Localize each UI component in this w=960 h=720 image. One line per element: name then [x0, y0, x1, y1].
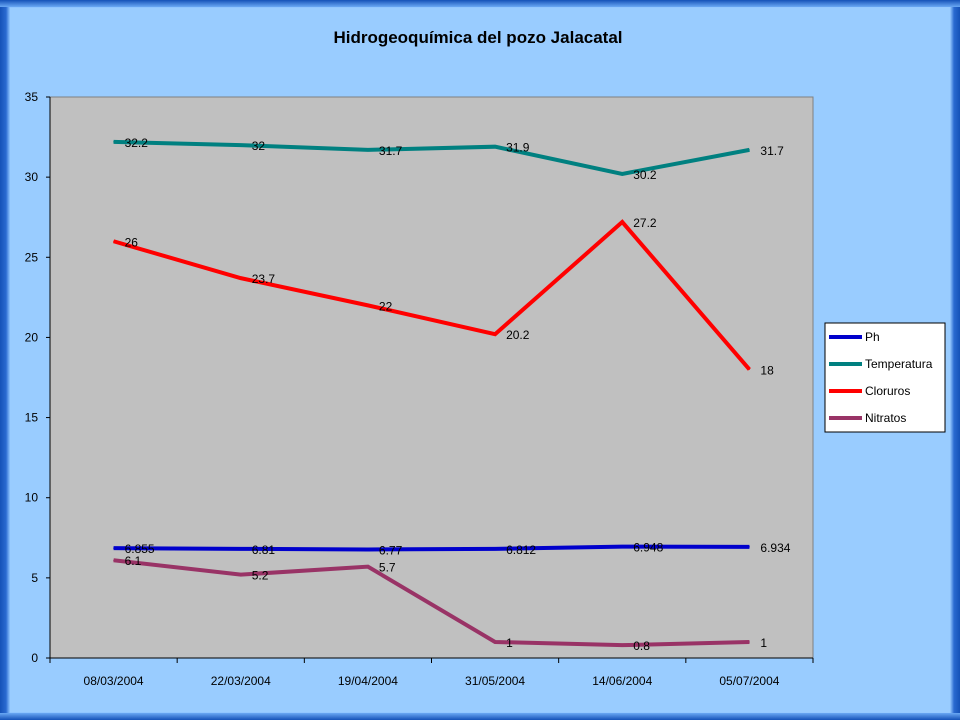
data-point	[113, 240, 115, 242]
data-label: 5.2	[252, 569, 269, 583]
data-point	[113, 559, 115, 561]
data-label: 30.2	[633, 168, 657, 182]
legend-label: Nitratos	[865, 411, 906, 425]
data-point	[240, 574, 242, 576]
data-label: 27.2	[633, 216, 657, 230]
data-label: 20.2	[506, 328, 530, 342]
data-point	[240, 277, 242, 279]
data-label: 23.7	[252, 272, 276, 286]
data-point	[240, 144, 242, 146]
legend-label: Ph	[865, 330, 880, 344]
data-point	[367, 566, 369, 568]
data-point	[367, 149, 369, 151]
data-point	[621, 644, 623, 646]
data-point	[621, 221, 623, 223]
series-line-temperatura	[113, 139, 750, 176]
x-tick-label: 31/05/2004	[465, 674, 525, 688]
legend: Ph Temperatura Cloruros Nitratos	[824, 322, 946, 433]
x-tick-label: 05/07/2004	[719, 674, 779, 688]
data-point	[367, 304, 369, 306]
x-tick-label: 19/04/2004	[338, 674, 398, 688]
data-label: 6.948	[633, 541, 663, 555]
data-label: 6.855	[125, 542, 155, 556]
data-label: 32.2	[125, 136, 149, 150]
legend-box	[824, 322, 946, 433]
legend-label: Cloruros	[865, 384, 910, 398]
data-label: 6.934	[760, 541, 790, 555]
series-line-cloruros	[113, 219, 751, 371]
data-point	[367, 548, 369, 550]
y-axis: 0 5 10 15 20 25 30 35	[25, 90, 51, 665]
y-tick-label: 25	[25, 250, 39, 264]
series-line-nitratos	[113, 558, 750, 648]
data-label: 32	[252, 139, 266, 153]
y-tick-label: 0	[31, 651, 38, 665]
data-label: 1	[760, 636, 767, 650]
data-label: 31.7	[760, 144, 784, 158]
data-label: 6.77	[379, 543, 403, 557]
data-point	[748, 368, 750, 370]
data-point	[748, 641, 750, 643]
data-label: 22	[379, 299, 393, 313]
data-point	[494, 641, 496, 643]
data-label: 1	[506, 636, 513, 650]
data-label: 6.812	[506, 543, 536, 557]
data-point	[621, 546, 623, 548]
data-point	[748, 149, 750, 151]
data-label: 26	[125, 235, 139, 249]
y-tick-label: 5	[31, 571, 38, 585]
plot-area	[49, 96, 814, 659]
data-point	[748, 546, 750, 548]
data-labels-layer: 6.855 6.81 6.77 6.812 6.948 6.934 32.2 32 31.7 31…	[125, 136, 791, 653]
data-point	[240, 548, 242, 550]
data-point	[494, 548, 496, 550]
chart-title: Hidrogeoquímica del pozo Jalacatal	[333, 28, 622, 47]
data-label: 31.9	[506, 141, 530, 155]
data-label: 31.7	[379, 144, 403, 158]
legend-label: Temperatura	[865, 357, 933, 371]
y-tick-label: 30	[25, 170, 39, 184]
data-label: 6.1	[125, 554, 142, 568]
data-label: 5.7	[379, 561, 396, 575]
data-point	[113, 141, 115, 143]
data-point	[494, 146, 496, 148]
y-tick-label: 15	[25, 411, 39, 425]
x-axis: 08/03/2004 22/03/2004 19/04/2004 31/05/2004…	[49, 657, 814, 688]
data-point	[621, 173, 623, 175]
x-tick-label: 22/03/2004	[211, 674, 271, 688]
data-label: 18	[760, 363, 774, 377]
y-tick-label: 20	[25, 330, 39, 344]
data-label: 0.8	[633, 639, 650, 653]
series-line-ph	[113, 544, 750, 552]
series-layer	[113, 139, 751, 648]
frame-top	[0, 0, 960, 7]
y-tick-label: 10	[25, 491, 39, 505]
data-point	[113, 547, 115, 549]
frame-bottom	[0, 713, 960, 720]
x-tick-label: 14/06/2004	[592, 674, 652, 688]
data-label: 6.81	[252, 543, 276, 557]
x-tick-label: 08/03/2004	[84, 674, 144, 688]
data-point	[494, 333, 496, 335]
y-tick-label: 35	[25, 90, 39, 104]
